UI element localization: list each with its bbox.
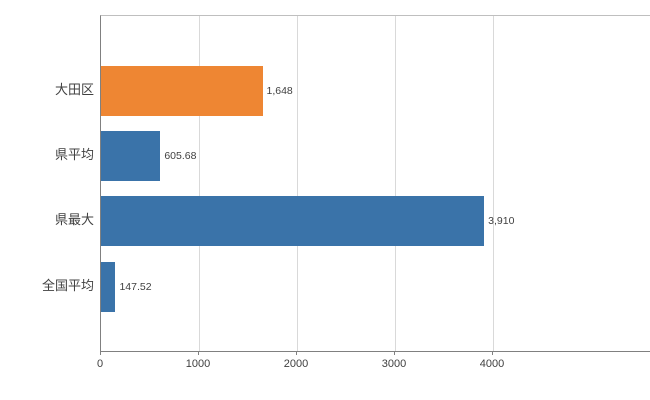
- bar-3: [101, 262, 116, 312]
- gridline: [199, 16, 200, 351]
- bar-value-label: 3,910: [488, 215, 515, 227]
- gridline: [395, 16, 396, 351]
- x-axis-tick-mark: [198, 351, 199, 355]
- x-axis-tick-label: 3000: [381, 358, 407, 370]
- bar-value-label: 147.52: [119, 281, 152, 293]
- category-label: 全国平均: [41, 278, 94, 293]
- gridline: [493, 16, 494, 351]
- bar-value-label: 605.68: [164, 150, 197, 162]
- x-axis-tick-mark: [394, 351, 395, 355]
- category-label: 県最大: [54, 212, 94, 227]
- bar-0: [101, 66, 263, 116]
- bar-value-label: 1,648: [266, 85, 293, 97]
- gridline: [297, 16, 298, 351]
- bar-2: [101, 196, 485, 246]
- category-label: 大田区: [54, 82, 94, 97]
- x-axis-tick-mark: [100, 351, 101, 355]
- bar-1: [101, 131, 161, 181]
- category-label: 県平均: [54, 147, 94, 162]
- x-axis-tick-label: 1000: [185, 358, 211, 370]
- x-axis-tick-mark: [296, 351, 297, 355]
- x-axis-tick-label: 0: [96, 358, 104, 370]
- x-axis-tick-mark: [492, 351, 493, 355]
- plot-area: 1,648 605.68 3,910 147.52: [100, 15, 650, 352]
- x-axis-tick-label: 2000: [283, 358, 309, 370]
- x-axis-tick-label: 4000: [479, 358, 505, 370]
